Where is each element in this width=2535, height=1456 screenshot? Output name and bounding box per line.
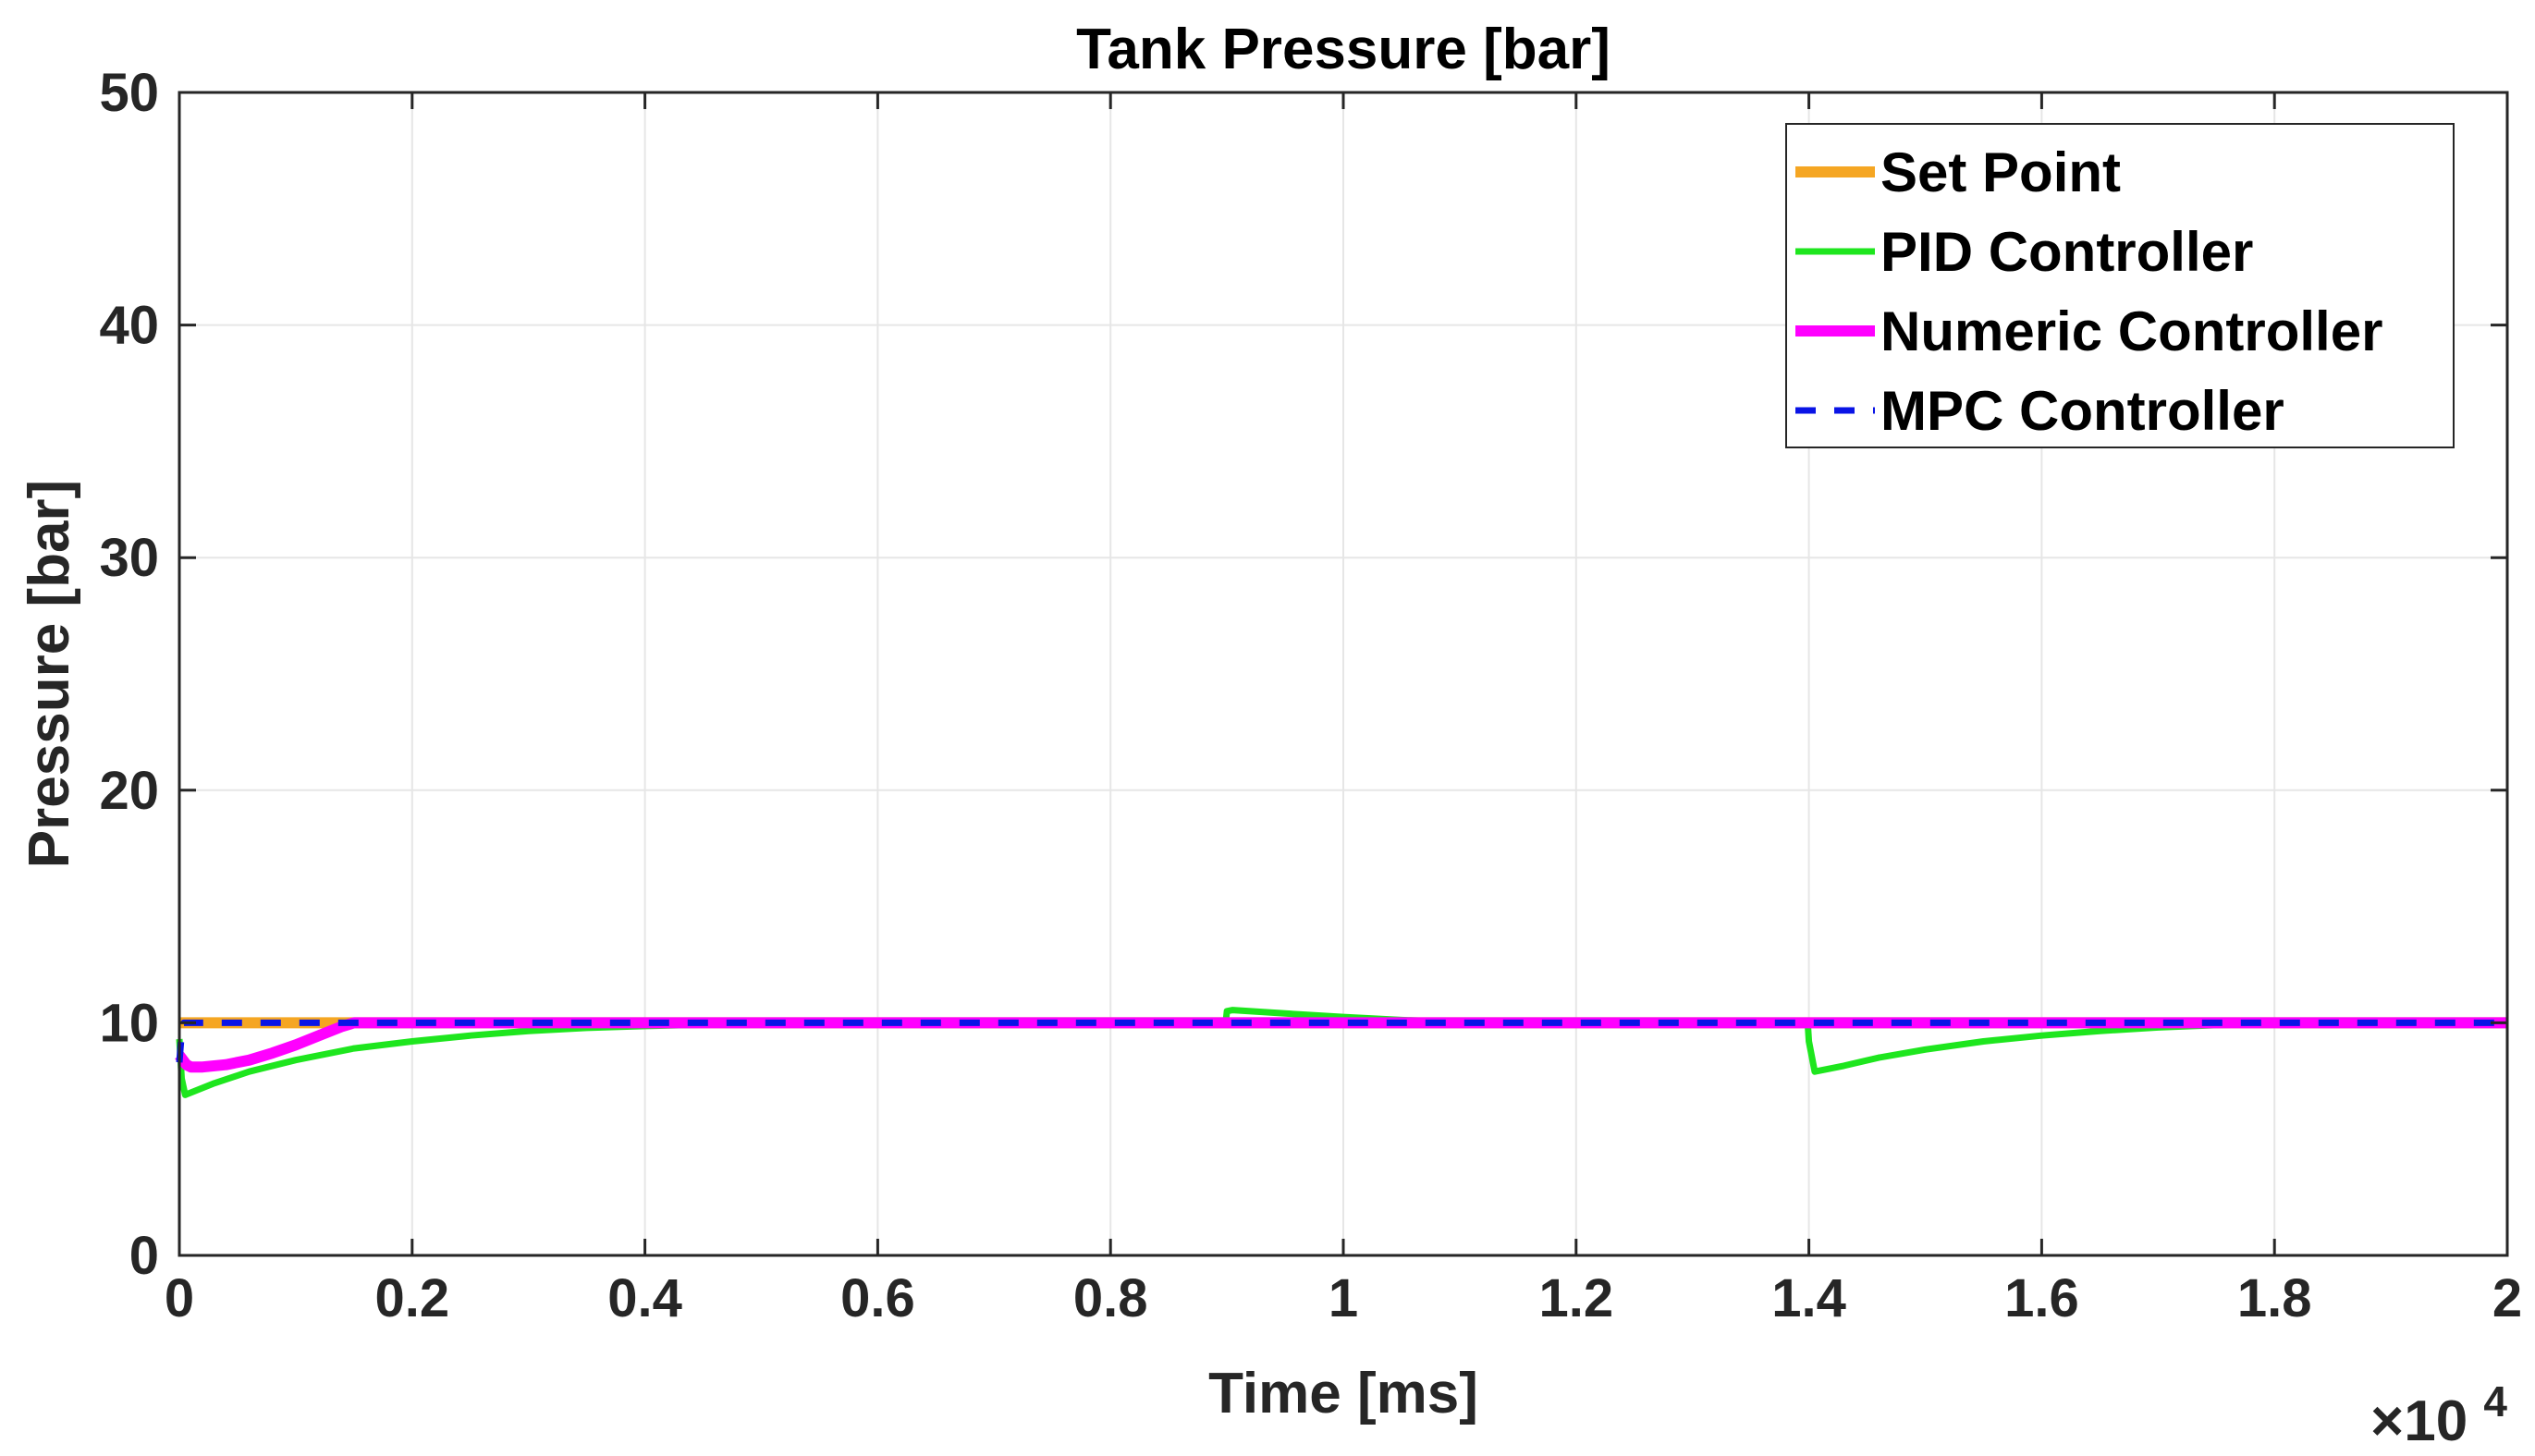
x-tick-label: 2 <box>2492 1268 2522 1328</box>
legend-box <box>1785 123 2455 448</box>
x-tick-label: 0.8 <box>1073 1268 1148 1328</box>
legend-label: PID Controller <box>1880 221 2253 283</box>
legend-label: MPC Controller <box>1880 380 2284 442</box>
x-axis-exponent-base: ×10 <box>2370 1389 2468 1453</box>
y-tick-label: 50 <box>99 63 159 123</box>
x-axis-exponent: ×10 4 <box>2370 1377 2507 1453</box>
y-tick-label: 20 <box>99 761 159 821</box>
legend: Set Point PID Controller Numeric Controlle… <box>1785 123 2455 448</box>
x-tick-label: 0.2 <box>374 1268 449 1328</box>
y-axis-label: Pressure [bar] <box>18 480 81 868</box>
x-tick-label: 1.8 <box>2237 1268 2312 1328</box>
chart-title: Tank Pressure [bar] <box>1076 18 1610 81</box>
x-tick-label: 0.4 <box>607 1268 682 1328</box>
x-tick-label: 1.6 <box>2004 1268 2079 1328</box>
y-tick-label: 30 <box>99 528 159 588</box>
x-tick-label: 1 <box>1329 1268 1358 1328</box>
x-axis-exponent-power: 4 <box>2483 1377 2507 1425</box>
y-tick-label: 0 <box>129 1226 159 1286</box>
legend-label: Numeric Controller <box>1880 300 2382 362</box>
y-tick-label: 10 <box>99 993 159 1053</box>
series-line-pid-controller <box>176 1007 2507 1098</box>
x-tick-label: 0.6 <box>840 1268 915 1328</box>
x-tick-label: 1.4 <box>1771 1268 1846 1328</box>
legend-label: Set Point <box>1880 141 2121 203</box>
x-tick-label: 1.2 <box>1538 1268 1613 1328</box>
y-tick-label: 40 <box>99 296 159 356</box>
x-tick-label: 0 <box>165 1268 194 1328</box>
x-axis-label: Time [ms] <box>1208 1362 1478 1425</box>
